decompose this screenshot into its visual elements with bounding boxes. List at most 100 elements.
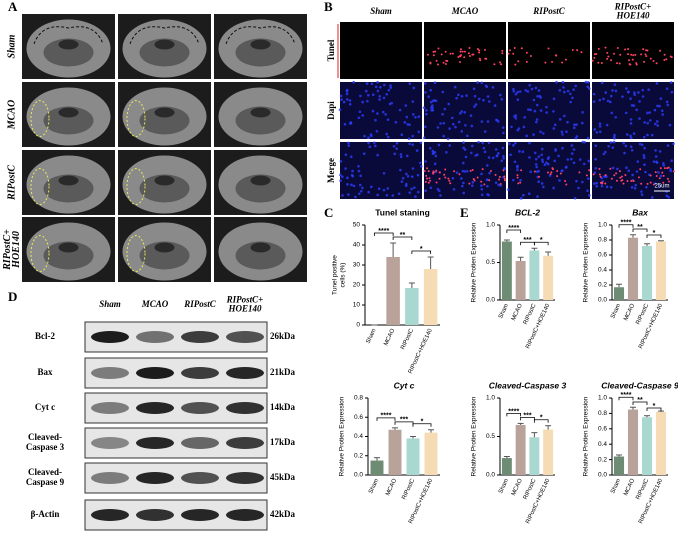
nucleus (359, 174, 362, 178)
tunel-dot (459, 54, 462, 57)
nucleus (411, 134, 415, 138)
nucleus (391, 194, 395, 197)
nucleus (460, 95, 464, 98)
nucleus (563, 114, 566, 118)
tunel-dot (652, 183, 655, 186)
nucleus (460, 130, 464, 133)
y-axis-label: Relative Protien Expression (583, 222, 590, 302)
nucleus (430, 100, 433, 104)
nucleus (376, 89, 380, 93)
nucleus (408, 191, 412, 194)
nucleus (569, 92, 572, 96)
tunel-dot (610, 177, 613, 180)
nucleus (373, 144, 377, 148)
tunel-dot (516, 176, 519, 179)
tunel-dot (435, 169, 438, 172)
nucleus (665, 100, 669, 104)
nucleus (669, 81, 673, 84)
tunel-dot (619, 176, 622, 179)
nucleus (624, 111, 628, 115)
y-tick-label: 1.0 (486, 395, 495, 402)
tunel-image (339, 141, 423, 199)
tunel-dot (571, 48, 574, 51)
tunel-dot (425, 174, 428, 177)
tunel-dot (436, 63, 439, 66)
tunel-dot (669, 55, 672, 58)
nucleus (657, 171, 660, 174)
tunel-dot (479, 59, 482, 62)
tunel-dot (509, 49, 512, 52)
band (91, 331, 129, 343)
tunel-dot (437, 47, 440, 50)
x-tick-label: Sham (368, 478, 380, 495)
tunel-dot (546, 171, 549, 174)
nucleus (629, 145, 633, 149)
nucleus (516, 90, 519, 94)
nucleus (512, 144, 515, 147)
chart-title: Tunel staning (375, 207, 430, 217)
nucleus (377, 187, 381, 191)
tunel-dot (537, 175, 540, 178)
mri-image (214, 217, 307, 282)
nucleus (525, 134, 528, 138)
nucleus (541, 160, 545, 164)
tunel-dot (597, 47, 600, 50)
significance-label: ** (637, 224, 643, 231)
nucleus (642, 153, 646, 157)
bar (423, 269, 438, 325)
nucleus (595, 131, 599, 134)
nucleus (642, 135, 646, 139)
nucleus (367, 190, 371, 194)
y-tick-label: 0.8 (354, 395, 363, 402)
bar (543, 429, 554, 475)
nucleus (514, 117, 518, 120)
nucleus (423, 136, 426, 140)
nucleus (497, 151, 500, 155)
brain-inner (43, 241, 94, 270)
nucleus (512, 87, 515, 91)
nucleus (351, 174, 355, 178)
nucleus (370, 185, 373, 189)
tunel-dot (429, 62, 432, 65)
tunel-dot (473, 179, 476, 182)
nucleus (527, 108, 530, 111)
tunel-dot (423, 169, 426, 172)
tunel-dot (458, 173, 461, 176)
nucleus (561, 169, 564, 172)
tunel-dot (591, 59, 594, 62)
y-tick-label: 1.0 (486, 222, 495, 229)
significance-bracket (412, 423, 432, 427)
nucleus (572, 148, 576, 151)
band (91, 367, 129, 379)
ventricle (154, 39, 175, 50)
nucleus (614, 89, 618, 93)
nucleus (655, 82, 659, 85)
nucleus (462, 141, 465, 144)
tunel-dot (516, 174, 519, 177)
nucleus (405, 154, 409, 158)
tunel-dot (632, 179, 635, 182)
bar (370, 460, 384, 475)
nucleus (457, 120, 461, 124)
nucleus (441, 112, 444, 116)
nucleus (636, 160, 640, 163)
tunel-dot (507, 52, 510, 55)
bar (515, 424, 526, 475)
nucleus (650, 133, 654, 137)
brain-inner (43, 38, 94, 67)
band (181, 402, 219, 414)
nucleus (451, 176, 455, 180)
panel-label: E (460, 205, 469, 220)
significance-label: **** (621, 220, 632, 227)
tunel-dot (463, 56, 466, 59)
tunel-dot (461, 50, 464, 53)
significance-label: * (421, 419, 424, 426)
tunel-dot (642, 48, 645, 51)
tunel-dot (480, 180, 483, 183)
nucleus (447, 102, 451, 106)
nucleus (357, 164, 360, 168)
column-header: RIPostC (183, 299, 217, 309)
ventricle (250, 107, 271, 118)
y-tick-label: 20 (353, 282, 361, 289)
nucleus (630, 104, 634, 107)
